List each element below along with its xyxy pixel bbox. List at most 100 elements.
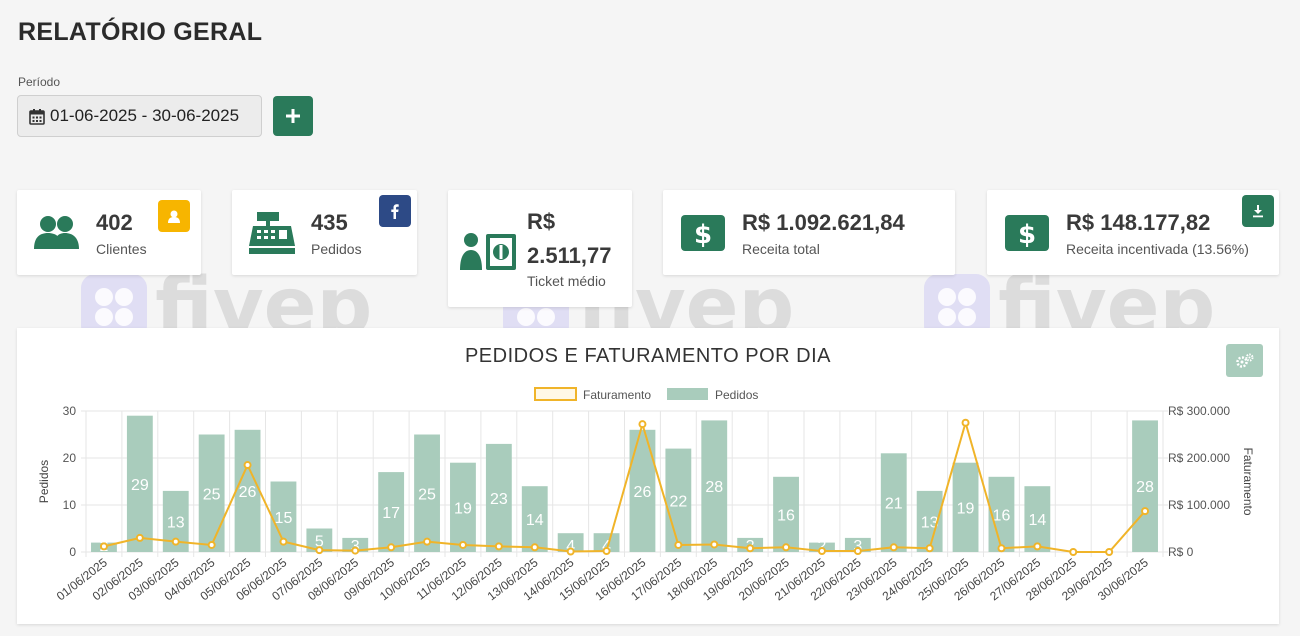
bar-data-label: 2 — [817, 538, 826, 555]
facebook-icon — [391, 204, 399, 219]
y-axis-label-right: Faturamento — [1241, 447, 1255, 515]
line-point-faturamento — [530, 543, 539, 552]
card-pedidos-badge[interactable] — [379, 195, 411, 227]
bar-data-label: 3 — [853, 538, 862, 555]
card-clientes: 402 Clientes — [17, 190, 201, 275]
bar-pedidos — [1132, 420, 1158, 552]
y-tick-left: 20 — [63, 451, 77, 465]
y-axis-label-left: Pedidos — [37, 460, 51, 503]
card-clientes-label: Clientes — [96, 241, 147, 257]
line-point-faturamento — [1033, 542, 1042, 551]
plus-icon — [286, 109, 300, 123]
bar-pedidos — [414, 434, 440, 552]
card-incentivada-value: R$ 148.177,82 — [1066, 210, 1211, 235]
bar-data-label: 29 — [131, 477, 149, 494]
bar-pedidos — [557, 533, 584, 552]
line-point-faturamento — [710, 540, 719, 549]
line-point-faturamento — [961, 418, 970, 427]
line-point-faturamento — [1141, 507, 1150, 516]
y-tick-right: R$ 100.000 — [1168, 498, 1230, 512]
bar-pedidos — [198, 434, 225, 552]
y-tick-right: R$ 0 — [1168, 545, 1194, 559]
bar-data-label: 19 — [454, 500, 472, 517]
card-clientes-badge[interactable] — [158, 200, 190, 232]
bar-pedidos — [952, 462, 979, 552]
y-tick-left: 30 — [63, 404, 77, 418]
bar-pedidos — [593, 533, 620, 552]
legend-label-faturamento: Faturamento — [583, 388, 651, 402]
line-point-faturamento — [207, 540, 216, 549]
bar-data-label: 22 — [669, 493, 687, 510]
bar-data-label: 25 — [418, 486, 436, 503]
bar-pedidos — [485, 443, 512, 552]
line-point-faturamento — [674, 540, 683, 549]
svg-text:$: $ — [1018, 220, 1036, 250]
line-point-faturamento — [458, 540, 467, 549]
cash-register-icon — [249, 212, 295, 254]
bar-pedidos — [665, 448, 692, 552]
bar-data-label: 14 — [1028, 512, 1046, 529]
bar-pedidos — [342, 537, 369, 552]
line-point-faturamento — [925, 544, 934, 553]
line-point-faturamento — [889, 543, 898, 552]
card-receita-value: R$ 1.092.621,84 — [742, 210, 905, 235]
bar-data-label: 13 — [921, 514, 939, 531]
line-point-faturamento — [1069, 548, 1078, 556]
line-point-faturamento — [387, 543, 396, 552]
line-point-faturamento — [243, 461, 252, 470]
line-point-faturamento — [997, 544, 1006, 553]
date-range-value: 01-06-2025 - 30-06-2025 — [50, 106, 240, 125]
bar-pedidos — [988, 476, 1015, 552]
chart-title: PEDIDOS E FATURAMENTO POR DIA — [464, 345, 832, 367]
y-tick-left: 0 — [69, 545, 76, 559]
bar-data-label: 14 — [526, 512, 544, 529]
svg-text:$: $ — [694, 220, 712, 250]
bar-data-label: 25 — [203, 486, 221, 503]
bar-data-label: 21 — [885, 496, 903, 513]
dollar-icon: $ — [1005, 215, 1049, 251]
legend-label-pedidos: Pedidos — [715, 388, 758, 402]
line-point-faturamento — [315, 546, 324, 555]
add-button[interactable] — [273, 96, 313, 136]
bar-data-label: 4 — [602, 538, 611, 555]
card-ticket-value-currency: R$ — [527, 209, 556, 234]
line-point-faturamento — [135, 533, 144, 542]
line-point-faturamento — [494, 542, 503, 551]
download-button[interactable] — [1242, 195, 1274, 227]
y-tick-right: R$ 300.000 — [1168, 404, 1230, 418]
card-ticket: R$ 2.511,77 Ticket médio — [448, 190, 632, 307]
bar-data-label: 26 — [634, 484, 652, 501]
bar-pedidos — [880, 453, 907, 552]
dollar-icon: $ — [681, 215, 725, 251]
bar-pedidos — [773, 476, 799, 552]
card-pedidos-label: Pedidos — [311, 241, 362, 257]
calendar-icon — [29, 108, 45, 125]
line-faturamento — [103, 419, 1146, 553]
line-point-faturamento — [423, 537, 432, 546]
bar-data-label: 5 — [315, 533, 324, 550]
bar-pedidos — [521, 486, 548, 552]
card-clientes-value: 402 — [96, 210, 133, 235]
users-icon — [34, 216, 79, 249]
card-pedidos: 435 Pedidos — [232, 190, 417, 275]
date-range-picker[interactable]: 01-06-2025 - 30-06-2025 — [17, 95, 262, 137]
money-user-icon — [460, 233, 516, 270]
y-tick-left: 10 — [63, 498, 77, 512]
line-point-faturamento — [566, 547, 575, 556]
card-receita: $ R$ 1.092.621,84 Receita total — [663, 190, 955, 275]
legend-swatch-pedidos — [667, 388, 708, 400]
line-point-faturamento — [746, 544, 755, 553]
card-incentivada: $ R$ 148.177,82 Receita incentivada (13.… — [987, 190, 1279, 275]
page-title: RELATÓRIO GERAL — [18, 18, 263, 46]
gears-icon — [1235, 353, 1253, 368]
bar-data-label: 13 — [167, 514, 185, 531]
bar-data-label: 23 — [490, 491, 508, 508]
bar-data-label: 4 — [566, 538, 575, 555]
line-point-faturamento — [853, 547, 862, 556]
bar-pedidos — [378, 472, 405, 552]
bar-data-label: 16 — [777, 507, 795, 524]
chart-settings-button[interactable] — [1226, 344, 1263, 377]
y-tick-right: R$ 200.000 — [1168, 451, 1230, 465]
period-label: Período — [18, 75, 61, 89]
card-incentivada-label: Receita incentivada (13.56%) — [1066, 241, 1249, 257]
